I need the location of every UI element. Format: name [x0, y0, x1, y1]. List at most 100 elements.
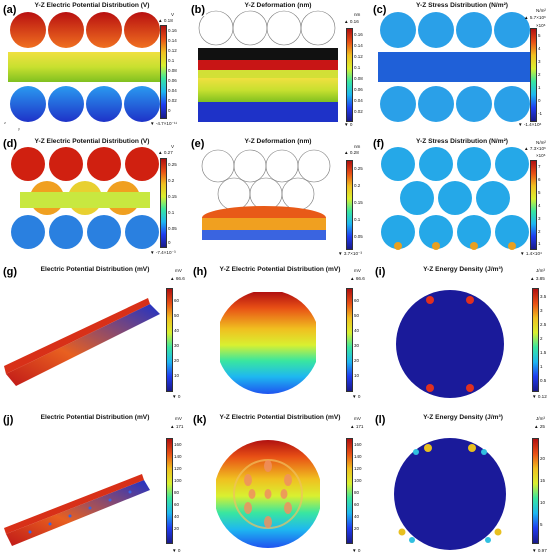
colorbar-tick: 0.04: [354, 98, 363, 103]
colorbar-tick: 60: [174, 502, 180, 507]
colorbar-max: ▲ 66.6: [170, 276, 185, 281]
colorbar-tick: 5: [540, 522, 543, 527]
colorbar-tick: 0.06: [168, 78, 177, 83]
colorbar: [166, 288, 173, 392]
colorbar-tick: 7: [538, 164, 541, 169]
colorbar-tick: 0.02: [354, 109, 363, 114]
panel-title: Y-Z Electric Potential Distribution (mV): [219, 414, 341, 421]
colorbar-tick: 0.05: [354, 234, 363, 239]
panel-j: Electric Potential Distribution (mV) mV …: [0, 412, 190, 560]
colorbar-tick: 120: [174, 466, 182, 471]
panel-label: (i): [374, 266, 387, 278]
colorbar-min: ▼ 3.7×10⁻³: [338, 251, 362, 256]
panel-h: Y-Z Electric Potential Distribution (mV)…: [190, 264, 370, 408]
colorbar-max: ▲ 5.7×10⁶: [524, 15, 546, 20]
colorbar-tick: -1: [538, 111, 543, 116]
colorbar-unit: mV: [354, 268, 361, 273]
stress-distribution-plot: [381, 147, 529, 250]
cross-section-potential-plot: [216, 440, 320, 548]
panel-label: (b): [190, 4, 207, 16]
colorbar-min: ▼ 0.12: [532, 394, 547, 399]
colorbar-tick: 20: [174, 526, 180, 531]
panel-label: (c): [372, 4, 388, 16]
colorbar-tick: 1: [540, 364, 543, 369]
colorbar-min: ▼ 0: [352, 548, 361, 553]
colorbar-max: ▲ 66.6: [350, 276, 365, 281]
panel-title: Y-Z Stress Distribution (N/m²): [416, 138, 508, 145]
colorbar-max: ▲ 171: [350, 424, 364, 429]
colorbar-tick: 0.25: [168, 162, 177, 167]
colorbar-tick: 0.1: [354, 65, 361, 70]
colorbar-tick: 50: [174, 313, 180, 318]
panel-e: Y-Z Deformation (nm) nm ▲ 0.28 0.25 0.2 …: [188, 136, 368, 260]
colorbar: [346, 438, 353, 544]
colorbar: [532, 288, 539, 392]
panel-title: Y-Z Energy Density (J/m³): [423, 266, 503, 273]
colorbar-tick: 10: [174, 373, 180, 378]
panel-label: (l): [374, 414, 387, 426]
colorbar-tick: 80: [354, 490, 360, 495]
colorbar-tick: 140: [174, 454, 182, 459]
colorbar: [346, 288, 353, 392]
colorbar-tick: 0.2: [168, 178, 175, 183]
colorbar-min: ▼ -1.4×10⁶: [518, 122, 542, 127]
colorbar-tick: 1.5: [540, 350, 547, 355]
panel-label: (e): [190, 138, 206, 150]
colorbar-min: ▼ 0: [352, 394, 361, 399]
colorbar: [530, 160, 537, 250]
panel-title: Y-Z Deformation (nm): [244, 2, 312, 9]
panel-f: Y-Z Stress Distribution (N/m²) N/m² ▲ 7.…: [370, 136, 554, 260]
colorbar-tick: 0.08: [354, 76, 363, 81]
colorbar: [532, 438, 539, 544]
colorbar-tick: 3: [538, 216, 541, 221]
colorbar-min: ▼ 0: [172, 394, 181, 399]
colorbar-tick: 0.05: [168, 226, 177, 231]
axis-indicator-y: y: [18, 126, 20, 131]
panel-d: Y-Z Electric Potential Distribution (V) …: [0, 136, 184, 260]
panel-g: Electric Potential Distribution (mV) mV …: [0, 264, 190, 408]
panel-title: Electric Potential Distribution (mV): [40, 266, 150, 273]
colorbar-unit: V: [171, 144, 175, 149]
colorbar-tick: 60: [354, 298, 360, 303]
colorbar-tick: 0.12: [168, 48, 177, 53]
colorbar-max: ▲ 0.28: [344, 150, 359, 155]
colorbar-max: ▲ 7.3×10⁶: [524, 146, 546, 151]
colorbar-tick: 50: [354, 313, 360, 318]
colorbar-tick: 0.04: [168, 88, 177, 93]
colorbar-unit: mV: [354, 416, 361, 421]
panel-title: Electric Potential Distribution (mV): [40, 414, 150, 421]
colorbar-tick: 3: [538, 59, 541, 64]
colorbar-tick: 30: [354, 343, 360, 348]
colorbar-tick: 120: [354, 466, 362, 471]
colorbar: [166, 438, 173, 544]
colorbar-unit: V: [171, 12, 175, 17]
energy-density-plot: [396, 290, 504, 398]
fiber-potential-plot: [4, 298, 160, 386]
panel-label: (j): [2, 414, 15, 426]
colorbar-max: ▲ 0.27: [158, 150, 173, 155]
colorbar-tick: 10: [540, 500, 546, 505]
panel-k: Y-Z Electric Potential Distribution (mV)…: [190, 412, 370, 560]
panel-b: Y-Z Deformation (nm) nm ▲ 0.16 0.16 0.14…: [188, 0, 368, 130]
colorbar-tick: 160: [174, 442, 182, 447]
cross-section-potential-plot: [220, 292, 316, 394]
panel-title: Y-Z Stress Distribution (N/m²): [416, 2, 508, 9]
colorbar-unit: nm: [354, 144, 361, 149]
colorbar-min: ▼ 0.97: [532, 548, 547, 553]
electric-potential-plot: [11, 147, 159, 249]
colorbar-tick: 40: [354, 514, 360, 519]
colorbar-tick: 0.12: [354, 54, 363, 59]
colorbar-tick: 40: [174, 328, 180, 333]
colorbar-tick: 5: [538, 190, 541, 195]
electric-potential-plot: [8, 12, 162, 122]
colorbar: [160, 158, 167, 248]
colorbar-tick: 20: [354, 358, 360, 363]
colorbar-min: ▼ 0: [172, 548, 181, 553]
colorbar-min: ▼ -4.7×10⁻¹¹: [150, 121, 178, 126]
colorbar-tick: 0.14: [168, 38, 177, 43]
colorbar-tick: 10: [354, 373, 360, 378]
colorbar-tick: 0.15: [354, 200, 363, 205]
colorbar-unit: J/m³: [536, 416, 545, 421]
panel-label: (g): [2, 266, 19, 278]
colorbar-unit: N/m²: [536, 140, 546, 145]
